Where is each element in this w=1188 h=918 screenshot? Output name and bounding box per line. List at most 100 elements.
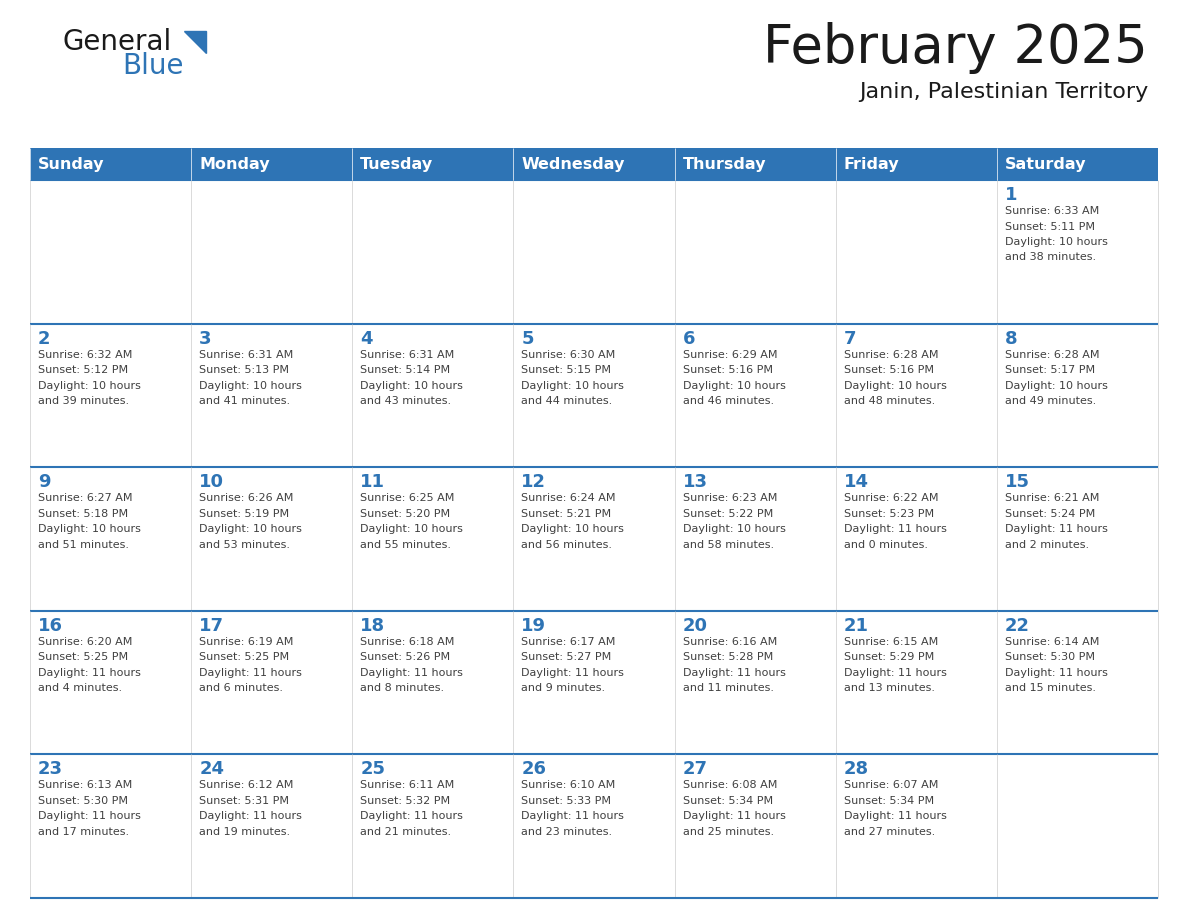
Text: Sunset: 5:25 PM: Sunset: 5:25 PM — [38, 653, 128, 662]
Bar — [835, 755, 997, 898]
Text: Daylight: 10 hours: Daylight: 10 hours — [200, 381, 302, 390]
Text: Daylight: 10 hours: Daylight: 10 hours — [522, 524, 625, 534]
Bar — [513, 467, 675, 610]
Text: 28: 28 — [843, 760, 868, 778]
Text: and 17 minutes.: and 17 minutes. — [38, 827, 129, 837]
Text: 10: 10 — [200, 473, 225, 491]
Text: Daylight: 10 hours: Daylight: 10 hours — [38, 381, 141, 390]
Bar — [353, 324, 513, 467]
Text: 17: 17 — [200, 617, 225, 635]
Text: Sunset: 5:24 PM: Sunset: 5:24 PM — [1005, 509, 1095, 519]
Text: Daylight: 11 hours: Daylight: 11 hours — [200, 812, 302, 822]
Text: Daylight: 11 hours: Daylight: 11 hours — [683, 812, 785, 822]
Text: Daylight: 10 hours: Daylight: 10 hours — [522, 381, 625, 390]
Bar — [353, 467, 513, 610]
Text: and 6 minutes.: and 6 minutes. — [200, 683, 283, 693]
Text: 23: 23 — [38, 760, 63, 778]
Text: February 2025: February 2025 — [763, 22, 1148, 74]
Text: 12: 12 — [522, 473, 546, 491]
Bar — [513, 324, 675, 467]
Text: Sunset: 5:20 PM: Sunset: 5:20 PM — [360, 509, 450, 519]
Bar — [675, 610, 835, 755]
Text: Daylight: 11 hours: Daylight: 11 hours — [522, 667, 625, 677]
Text: Sunrise: 6:31 AM: Sunrise: 6:31 AM — [200, 350, 293, 360]
Bar — [997, 180, 1158, 324]
Text: Tuesday: Tuesday — [360, 156, 434, 172]
Text: Sunset: 5:17 PM: Sunset: 5:17 PM — [1005, 365, 1095, 375]
Text: and 44 minutes.: and 44 minutes. — [522, 396, 613, 406]
Text: 21: 21 — [843, 617, 868, 635]
Text: Daylight: 10 hours: Daylight: 10 hours — [360, 524, 463, 534]
Text: Sunset: 5:27 PM: Sunset: 5:27 PM — [522, 653, 612, 662]
Text: and 56 minutes.: and 56 minutes. — [522, 540, 613, 550]
Bar — [191, 324, 353, 467]
Text: Sunrise: 6:26 AM: Sunrise: 6:26 AM — [200, 493, 293, 503]
Bar — [835, 324, 997, 467]
Bar — [997, 755, 1158, 898]
Text: Sunrise: 6:08 AM: Sunrise: 6:08 AM — [683, 780, 777, 790]
Text: and 4 minutes.: and 4 minutes. — [38, 683, 122, 693]
Text: and 11 minutes.: and 11 minutes. — [683, 683, 773, 693]
Text: and 9 minutes.: and 9 minutes. — [522, 683, 606, 693]
Text: Sunset: 5:31 PM: Sunset: 5:31 PM — [200, 796, 289, 806]
Text: Sunrise: 6:32 AM: Sunrise: 6:32 AM — [38, 350, 132, 360]
Text: and 58 minutes.: and 58 minutes. — [683, 540, 773, 550]
Text: Sunrise: 6:12 AM: Sunrise: 6:12 AM — [200, 780, 293, 790]
Text: Sunrise: 6:11 AM: Sunrise: 6:11 AM — [360, 780, 455, 790]
Bar — [30, 755, 191, 898]
Text: 27: 27 — [683, 760, 708, 778]
Text: Sunrise: 6:22 AM: Sunrise: 6:22 AM — [843, 493, 939, 503]
Text: 14: 14 — [843, 473, 868, 491]
Text: Sunset: 5:18 PM: Sunset: 5:18 PM — [38, 509, 128, 519]
Polygon shape — [184, 31, 206, 53]
Text: 8: 8 — [1005, 330, 1017, 348]
Bar — [513, 148, 675, 180]
Text: General: General — [62, 28, 171, 56]
Text: 26: 26 — [522, 760, 546, 778]
Text: and 19 minutes.: and 19 minutes. — [200, 827, 290, 837]
Text: Sunset: 5:22 PM: Sunset: 5:22 PM — [683, 509, 773, 519]
Text: and 25 minutes.: and 25 minutes. — [683, 827, 773, 837]
Bar — [513, 755, 675, 898]
Text: and 46 minutes.: and 46 minutes. — [683, 396, 773, 406]
Text: Sunset: 5:16 PM: Sunset: 5:16 PM — [683, 365, 772, 375]
Text: Sunrise: 6:19 AM: Sunrise: 6:19 AM — [200, 637, 293, 647]
Text: Sunset: 5:19 PM: Sunset: 5:19 PM — [200, 509, 289, 519]
Text: Daylight: 11 hours: Daylight: 11 hours — [38, 667, 141, 677]
Text: 4: 4 — [360, 330, 373, 348]
Text: Sunset: 5:32 PM: Sunset: 5:32 PM — [360, 796, 450, 806]
Text: 5: 5 — [522, 330, 533, 348]
Text: and 0 minutes.: and 0 minutes. — [843, 540, 928, 550]
Text: Sunset: 5:34 PM: Sunset: 5:34 PM — [843, 796, 934, 806]
Text: Daylight: 10 hours: Daylight: 10 hours — [683, 524, 785, 534]
Text: 22: 22 — [1005, 617, 1030, 635]
Text: Sunset: 5:23 PM: Sunset: 5:23 PM — [843, 509, 934, 519]
Bar — [30, 180, 191, 324]
Text: Sunset: 5:29 PM: Sunset: 5:29 PM — [843, 653, 934, 662]
Text: Daylight: 10 hours: Daylight: 10 hours — [843, 381, 947, 390]
Bar — [675, 324, 835, 467]
Bar — [191, 467, 353, 610]
Text: 24: 24 — [200, 760, 225, 778]
Text: Sunrise: 6:30 AM: Sunrise: 6:30 AM — [522, 350, 615, 360]
Text: Blue: Blue — [122, 52, 183, 80]
Bar — [835, 180, 997, 324]
Text: Daylight: 11 hours: Daylight: 11 hours — [360, 812, 463, 822]
Text: Sunrise: 6:18 AM: Sunrise: 6:18 AM — [360, 637, 455, 647]
Text: Sunset: 5:15 PM: Sunset: 5:15 PM — [522, 365, 612, 375]
Text: Sunrise: 6:15 AM: Sunrise: 6:15 AM — [843, 637, 939, 647]
Text: Sunset: 5:11 PM: Sunset: 5:11 PM — [1005, 221, 1095, 231]
Text: Sunset: 5:33 PM: Sunset: 5:33 PM — [522, 796, 612, 806]
Text: Sunrise: 6:29 AM: Sunrise: 6:29 AM — [683, 350, 777, 360]
Bar — [675, 148, 835, 180]
Text: and 15 minutes.: and 15 minutes. — [1005, 683, 1095, 693]
Text: Sunset: 5:25 PM: Sunset: 5:25 PM — [200, 653, 289, 662]
Text: and 43 minutes.: and 43 minutes. — [360, 396, 451, 406]
Bar — [835, 610, 997, 755]
Text: 13: 13 — [683, 473, 708, 491]
Text: 1: 1 — [1005, 186, 1017, 204]
Text: Sunset: 5:12 PM: Sunset: 5:12 PM — [38, 365, 128, 375]
Text: Daylight: 11 hours: Daylight: 11 hours — [843, 524, 947, 534]
Text: and 49 minutes.: and 49 minutes. — [1005, 396, 1097, 406]
Text: Daylight: 10 hours: Daylight: 10 hours — [200, 524, 302, 534]
